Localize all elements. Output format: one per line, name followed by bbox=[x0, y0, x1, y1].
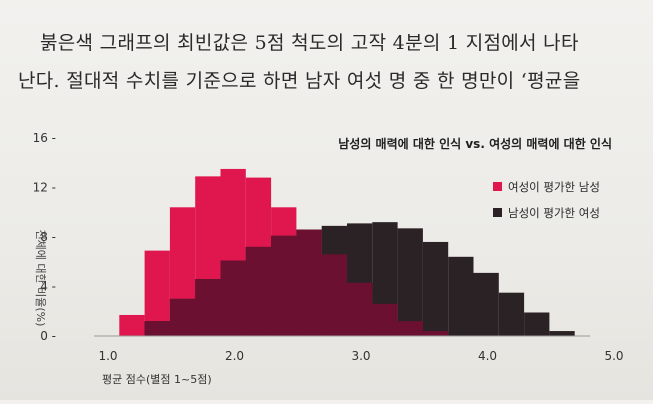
y-tick-label-4: 4 - bbox=[40, 280, 56, 294]
bar-overlap-13 bbox=[422, 331, 449, 336]
bar-overlap-3 bbox=[169, 298, 196, 336]
legend-swatch-men bbox=[493, 208, 502, 217]
bar-men-16 bbox=[498, 292, 525, 336]
bar-men-14 bbox=[448, 256, 474, 336]
paragraph-line-2: 난다. 절대적 수치를 기준으로 하면 남자 여섯 명 중 한 명만이 ‘평균을 bbox=[18, 70, 581, 92]
y-tick-label-8: 8 - bbox=[40, 230, 56, 244]
y-axis-label: 전체에 대한 비율(%) bbox=[34, 230, 47, 327]
legend-label-men: 남성이 평가한 여성 bbox=[508, 206, 600, 220]
bar-women-1 bbox=[119, 314, 145, 336]
bar-men-18 bbox=[549, 331, 575, 336]
bar-overlap-2 bbox=[144, 321, 170, 336]
bar-overlap-8 bbox=[296, 229, 322, 336]
bar-overlap-5 bbox=[220, 260, 246, 336]
overlap-bars bbox=[144, 229, 449, 336]
y-tick-label-0: 0 - bbox=[40, 329, 56, 343]
x-tick-label-4.0: 4.0 bbox=[478, 349, 497, 363]
x-tick-label-5.0: 5.0 bbox=[604, 349, 623, 363]
x-axis-ticks: 1.0 2.0 3.0 4.0 5.0 bbox=[98, 349, 623, 363]
histogram-svg: 0 - 4 - 8 - 12 - 16 - 1.0 2.0 3.0 4.0 5.0 남성의 매력… bbox=[33, 131, 624, 386]
bar-overlap-6 bbox=[245, 246, 272, 336]
bar-overlap-4 bbox=[195, 279, 221, 336]
y-axis-ticks: 0 - 4 - 8 - 12 - 16 - bbox=[33, 131, 56, 343]
x-tick-label-3.0: 3.0 bbox=[351, 349, 370, 363]
chart-title: 남성의 매력에 대한 인식 vs. 여성의 매력에 대한 인식 bbox=[338, 136, 612, 151]
legend: 여성이 평가한 남성 남성이 평가한 여성 bbox=[493, 180, 600, 220]
bar-overlap-10 bbox=[347, 282, 373, 336]
bar-overlap-11 bbox=[372, 303, 398, 336]
bar-men-13 bbox=[422, 241, 449, 336]
bar-men-17 bbox=[524, 312, 550, 336]
x-tick-label-1.0: 1.0 bbox=[98, 349, 117, 363]
legend-swatch-women bbox=[493, 182, 502, 191]
bar-overlap-12 bbox=[397, 321, 423, 336]
bar-overlap-9 bbox=[321, 254, 347, 336]
bar-men-12 bbox=[397, 228, 423, 336]
paragraph-line-1: 붉은색 그래프의 최빈값은 5점 척도의 고작 4분의 1 지점에서 나타 bbox=[40, 32, 579, 54]
bar-overlap-7 bbox=[271, 235, 297, 336]
histogram-chart: 0 - 4 - 8 - 12 - 16 - 1.0 2.0 3.0 4.0 5.0 남성의 매력… bbox=[0, 118, 653, 400]
x-tick-label-2.0: 2.0 bbox=[225, 349, 244, 363]
x-axis-label: 평균 점수(별점 1~5점) bbox=[102, 373, 212, 386]
y-tick-label-16: 16 - bbox=[33, 131, 56, 145]
y-tick-label-12: 12 - bbox=[33, 181, 56, 195]
bar-men-15 bbox=[473, 272, 499, 336]
legend-label-women: 여성이 평가한 남성 bbox=[508, 180, 600, 194]
